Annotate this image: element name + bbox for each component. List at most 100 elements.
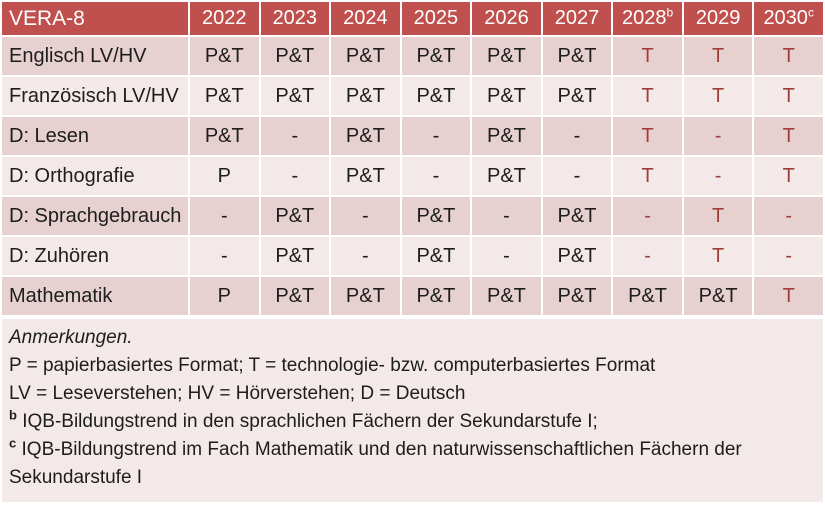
row-label: D: Sprachgebrauch <box>2 197 188 235</box>
year-label: 2024 <box>343 7 388 29</box>
year-footnote-marker: c <box>807 5 814 20</box>
format-cell: - <box>260 117 330 155</box>
format-cell: - <box>260 157 330 195</box>
format-cell: T <box>754 37 823 75</box>
table-row-orthografie: D: Orthografie P - P&T - P&T - T - T <box>2 157 823 195</box>
format-cell: P&T <box>401 237 471 275</box>
format-cell: P&T <box>542 37 612 75</box>
table-header-row: VERA-8 2022 2023 2024 2025 2026 2027 202… <box>2 2 823 35</box>
row-label: Französisch LV/HV <box>2 77 188 115</box>
year-label: 2029 <box>695 7 741 29</box>
notes-format-legend: P = papierbasiertes Format; T = technolo… <box>9 355 656 376</box>
year-header-2029: 2029 <box>683 2 753 35</box>
year-label: 2023 <box>272 7 318 29</box>
notes-heading: Anmerkungen. <box>9 327 133 348</box>
row-label: Mathematik <box>2 277 188 315</box>
format-cell: - <box>683 117 753 155</box>
format-cell: P&T <box>190 77 259 115</box>
format-cell: P <box>190 157 259 195</box>
format-cell: P <box>190 277 259 315</box>
format-cell: P&T <box>260 237 330 275</box>
row-label: D: Zuhören <box>2 237 188 275</box>
year-header-2023: 2023 <box>260 2 330 35</box>
format-cell: - <box>613 197 682 235</box>
year-footnote-marker: b <box>666 5 674 20</box>
format-cell: P&T <box>542 277 612 315</box>
footnote-c-marker: c <box>9 435 17 451</box>
format-cell: T <box>683 37 753 75</box>
format-cell: - <box>472 197 541 235</box>
year-header-2022: 2022 <box>190 2 259 35</box>
format-cell: T <box>613 117 682 155</box>
notes-section: Anmerkungen. P = papierbasiertes Format;… <box>2 319 823 502</box>
format-cell: P&T <box>472 277 541 315</box>
table-title: VERA-8 <box>2 2 188 35</box>
footnote-c-text: IQB-Bildungstrend im Fach Mathematik und… <box>9 439 742 488</box>
format-cell: - <box>331 197 400 235</box>
format-cell: T <box>683 237 753 275</box>
format-cell: T <box>754 77 823 115</box>
format-cell: - <box>754 237 823 275</box>
vera8-schedule-table: VERA-8 2022 2023 2024 2025 2026 2027 202… <box>2 2 823 315</box>
format-cell: - <box>542 157 612 195</box>
format-cell: P&T <box>401 77 471 115</box>
format-cell: P&T <box>190 117 259 155</box>
row-label: D: Lesen <box>2 117 188 155</box>
table-row-englisch: Englisch LV/HV P&T P&T P&T P&T P&T P&T T… <box>2 37 823 75</box>
format-cell: P&T <box>401 37 471 75</box>
format-cell: P&T <box>472 117 541 155</box>
format-cell: T <box>754 157 823 195</box>
format-cell: T <box>613 157 682 195</box>
year-header-2030: 2030c <box>754 2 823 35</box>
format-cell: T <box>683 197 753 235</box>
year-label: 2026 <box>484 7 529 29</box>
format-cell: P&T <box>401 197 471 235</box>
notes-abbreviation-legend: LV = Leseverstehen; HV = Hörverstehen; D… <box>9 383 466 404</box>
format-cell: P&T <box>331 157 400 195</box>
format-cell: - <box>190 237 259 275</box>
format-cell: P&T <box>542 77 612 115</box>
year-header-2025: 2025 <box>401 2 471 35</box>
footnote-b-text: IQB-Bildungstrend in den sprachlichen Fä… <box>22 411 598 432</box>
format-cell: P&T <box>190 37 259 75</box>
format-cell: P&T <box>542 197 612 235</box>
row-label: Englisch LV/HV <box>2 37 188 75</box>
format-cell: P&T <box>542 237 612 275</box>
format-cell: P&T <box>472 37 541 75</box>
format-cell: - <box>683 157 753 195</box>
table-row-zuhoeren: D: Zuhören - P&T - P&T - P&T - T - <box>2 237 823 275</box>
format-cell: P&T <box>260 277 330 315</box>
format-cell: P&T <box>260 37 330 75</box>
format-cell: P&T <box>472 157 541 195</box>
format-cell: P&T <box>331 37 400 75</box>
year-label: 2022 <box>202 7 247 29</box>
format-cell: P&T <box>260 197 330 235</box>
footnote-b: b IQB-Bildungstrend in den sprachlichen … <box>9 408 813 436</box>
year-header-2028: 2028b <box>613 2 682 35</box>
format-cell: - <box>401 117 471 155</box>
format-cell: P&T <box>331 117 400 155</box>
footnote-b-marker: b <box>9 407 17 423</box>
format-cell: P&T <box>331 277 400 315</box>
format-cell: T <box>613 37 682 75</box>
year-label: 2028 <box>621 7 667 29</box>
format-cell: P&T <box>472 77 541 115</box>
format-cell: P&T <box>683 277 753 315</box>
format-cell: - <box>472 237 541 275</box>
year-header-2026: 2026 <box>472 2 541 35</box>
format-cell: - <box>613 237 682 275</box>
table-row-mathematik: Mathematik P P&T P&T P&T P&T P&T P&T P&T… <box>2 277 823 315</box>
year-label: 2027 <box>554 7 600 29</box>
format-cell: T <box>754 117 823 155</box>
format-cell: P&T <box>613 277 682 315</box>
format-cell: T <box>754 277 823 315</box>
format-cell: - <box>754 197 823 235</box>
footnote-c: c IQB-Bildungstrend im Fach Mathematik u… <box>9 436 813 492</box>
format-cell: P&T <box>331 77 400 115</box>
table-row-sprachgebrauch: D: Sprachgebrauch - P&T - P&T - P&T - T … <box>2 197 823 235</box>
year-header-2027: 2027 <box>542 2 612 35</box>
format-cell: - <box>190 197 259 235</box>
format-cell: - <box>542 117 612 155</box>
format-cell: T <box>683 77 753 115</box>
